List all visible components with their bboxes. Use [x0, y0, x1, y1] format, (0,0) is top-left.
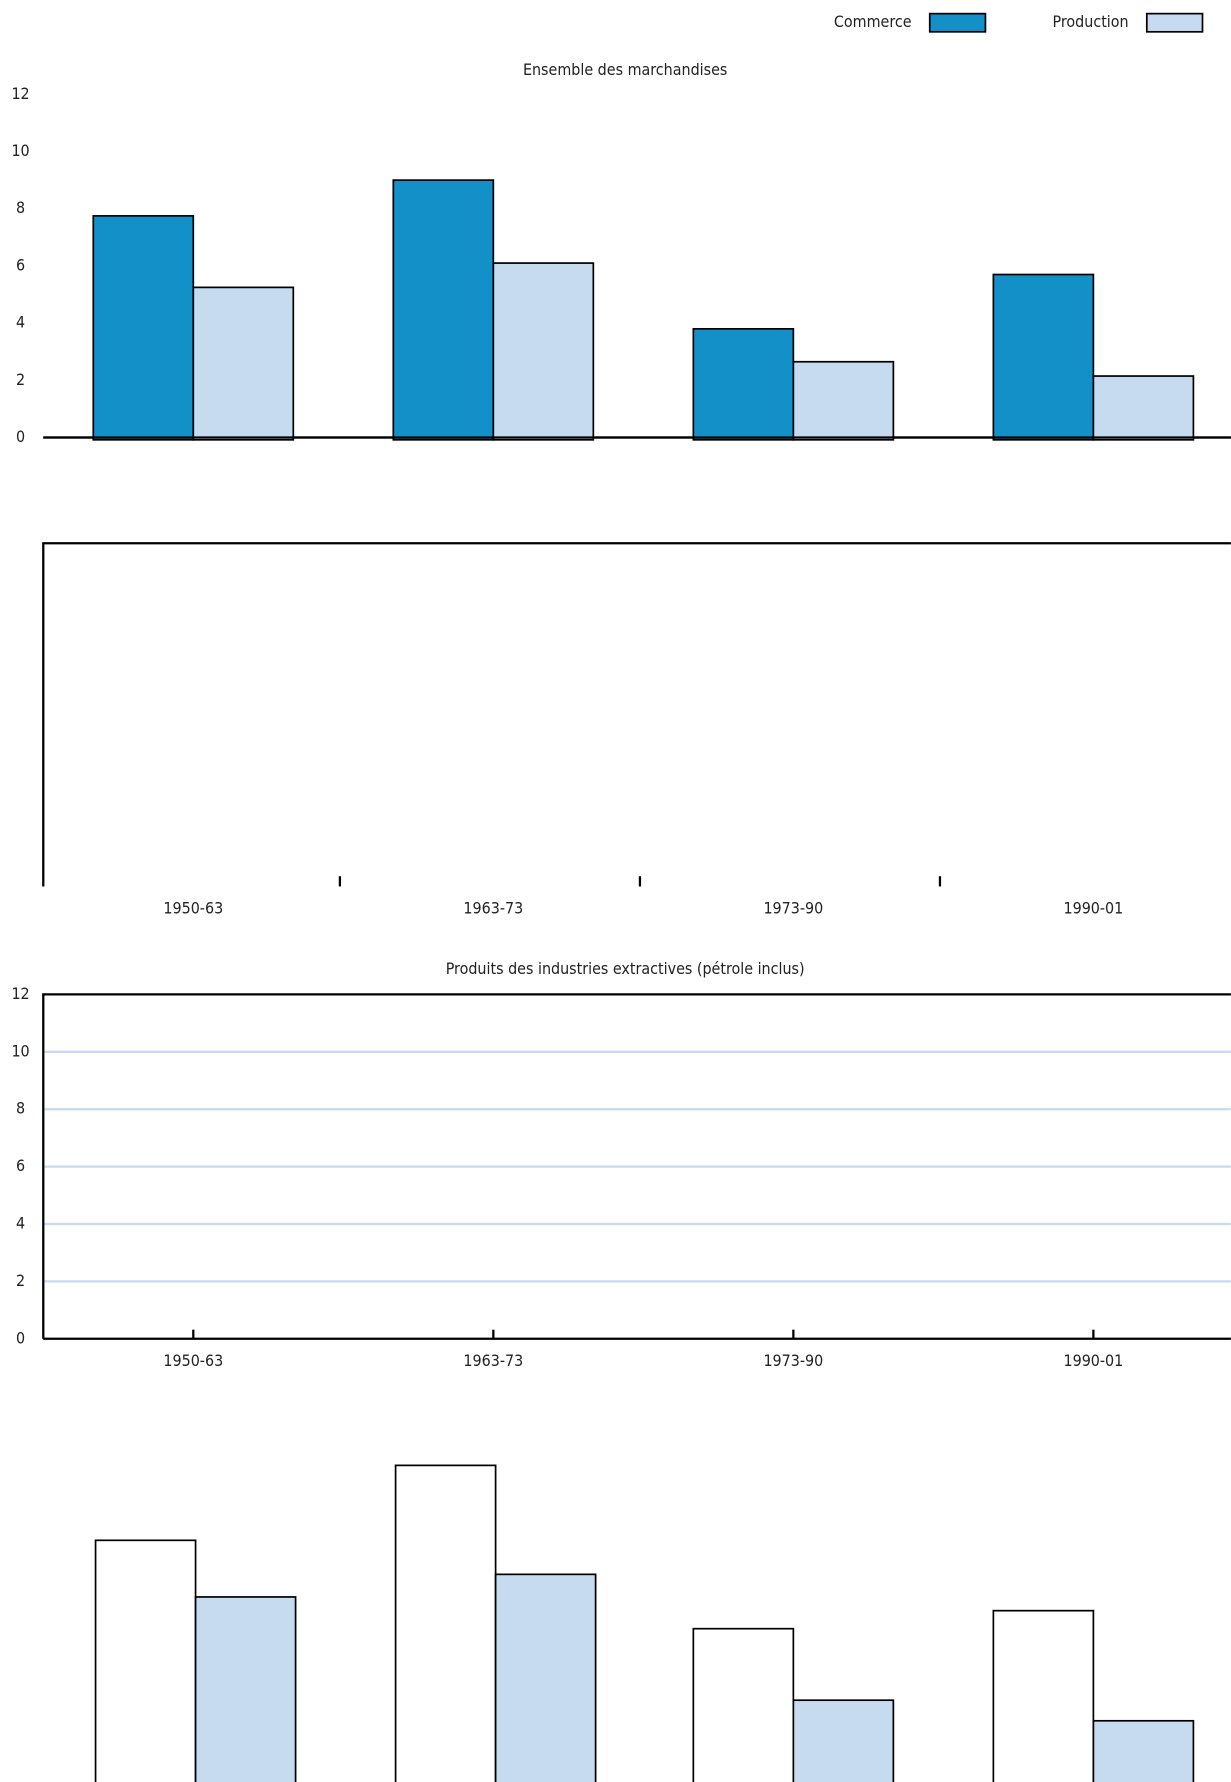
bar	[792, 1699, 895, 1782]
y-tick-label: 10	[11, 141, 29, 160]
plot-frame	[42, 993, 1231, 1339]
legend-label: Commerce	[834, 12, 912, 31]
y-tick-label: 8	[16, 1099, 25, 1118]
bar	[992, 1609, 1095, 1782]
y-tick-label: 4	[16, 313, 25, 332]
chart-title: Produits des industries extractives (pét…	[446, 959, 805, 978]
x-tick-label: 1963-73	[463, 1351, 523, 1370]
bar	[94, 1539, 197, 1782]
y-tick-label: 6	[16, 1156, 25, 1175]
bar	[392, 179, 495, 441]
bar	[692, 1627, 795, 1782]
bar	[792, 360, 895, 441]
x-tick-label: 1973-90	[763, 1351, 823, 1370]
y-tick-label: 0	[16, 1328, 25, 1347]
x-tick-label: 1950-63	[163, 899, 223, 918]
bar	[92, 215, 195, 441]
x-tick-label: 1973-90	[763, 899, 823, 918]
chart-title: Ensemble des marchandises	[523, 60, 727, 79]
y-tick-label: 8	[16, 198, 25, 217]
x-tick-label: 1990-01	[1063, 1351, 1123, 1370]
legend-swatch	[1145, 12, 1204, 33]
y-tick-label: 2	[16, 370, 25, 389]
y-tick-label: 4	[16, 1213, 25, 1232]
y-tick-label: 2	[16, 1271, 25, 1290]
legend-swatch	[928, 12, 987, 33]
bar	[492, 262, 595, 441]
bar	[192, 286, 295, 441]
bar	[494, 1573, 597, 1782]
plot-frame	[42, 542, 1231, 887]
y-tick-label: 0	[16, 427, 25, 446]
y-tick-label: 12	[11, 984, 29, 1003]
legend-label: Production	[1053, 12, 1129, 31]
bar	[1092, 375, 1195, 441]
bar	[194, 1596, 297, 1782]
bar	[394, 1464, 497, 1782]
y-tick-label: 12	[11, 84, 29, 103]
bar	[992, 273, 1095, 441]
x-tick-label: 1990-01	[1063, 899, 1123, 918]
bar	[1092, 1719, 1195, 1782]
y-tick-label: 10	[11, 1041, 29, 1060]
bar	[692, 328, 795, 441]
y-tick-label: 6	[16, 255, 25, 274]
x-tick-label: 1963-73	[463, 899, 523, 918]
x-tick-label: 1950-63	[163, 1351, 223, 1370]
